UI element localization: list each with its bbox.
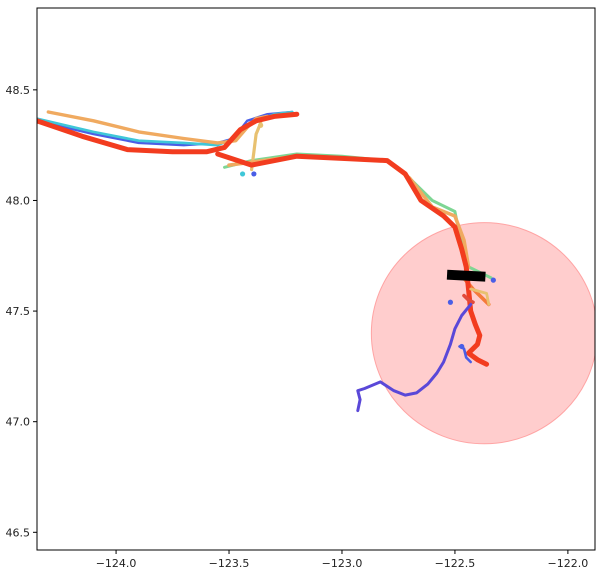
trajectory-series-11	[462, 293, 475, 305]
trajectory-series-10	[469, 287, 491, 306]
trajectory-point-5	[490, 277, 496, 283]
y-tick-label: 48.5	[6, 84, 31, 97]
trajectory-point-3	[447, 299, 454, 305]
radius-circle	[370, 222, 595, 445]
x-tick-label: −123.5	[209, 557, 250, 570]
trajectory-point-1	[239, 171, 246, 177]
x-tick-label: −122.5	[435, 557, 476, 570]
trajectory-point-4	[459, 343, 465, 350]
y-tick-label: 47.0	[6, 416, 31, 429]
trajectory-point-2	[251, 171, 257, 177]
trajectory-series-9	[215, 151, 490, 367]
x-tick-label: −123.0	[322, 557, 363, 570]
x-tick-label: −122.0	[548, 557, 589, 570]
y-tick-label: 46.5	[6, 526, 31, 539]
marker-box	[446, 269, 486, 282]
trajectory-series-8	[37, 111, 300, 155]
y-tick-label: 47.5	[6, 305, 31, 318]
trajectory-point-6	[258, 122, 264, 128]
x-tick-label: −124.0	[96, 557, 137, 570]
trajectory-series-12	[356, 302, 473, 413]
plot-frame	[36, 7, 596, 551]
y-tick-label: 48.0	[6, 194, 31, 207]
